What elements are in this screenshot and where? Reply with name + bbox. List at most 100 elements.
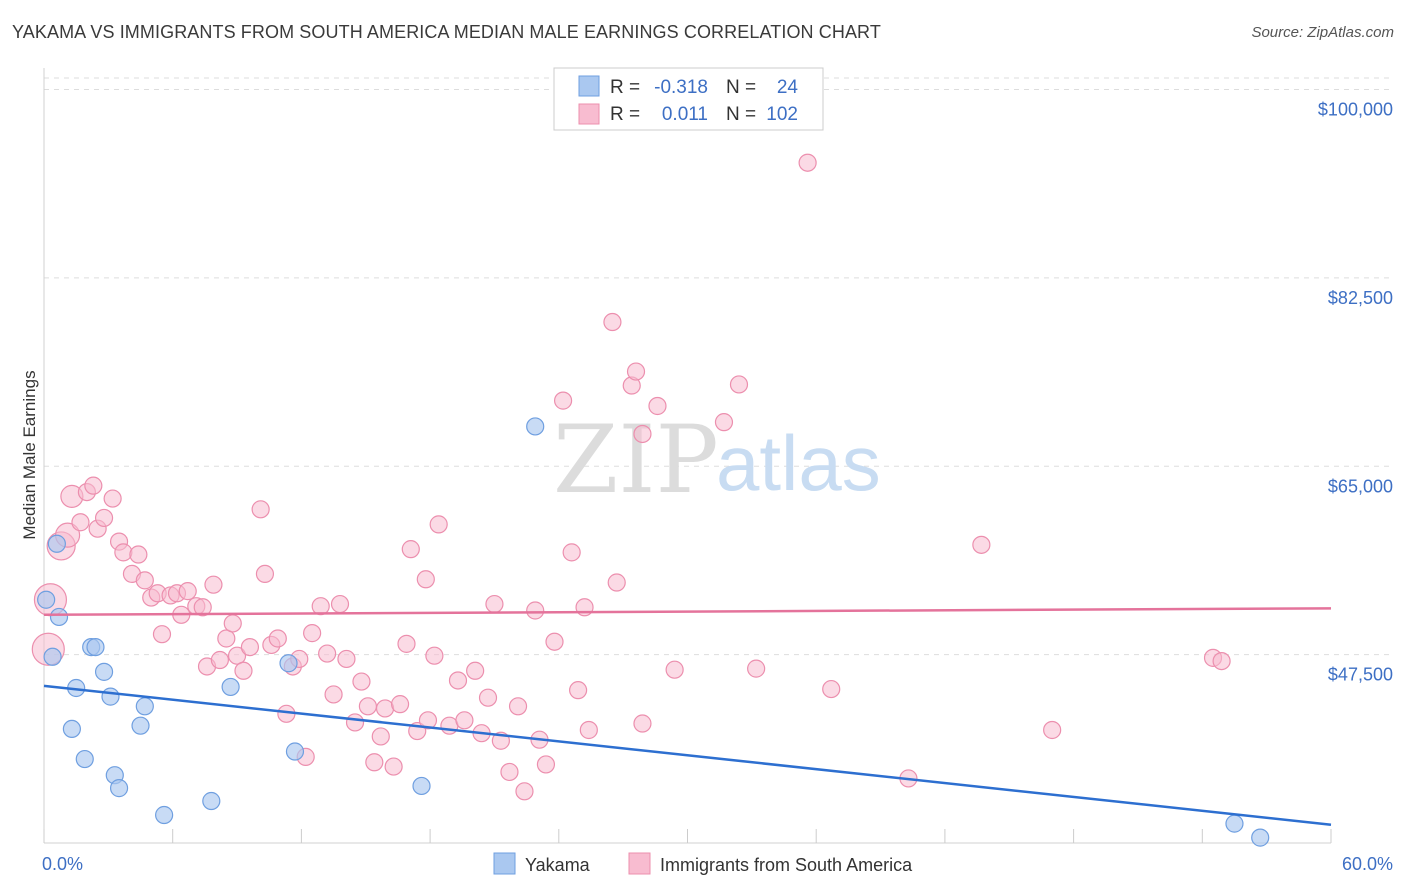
y-tick-labels: $47,500 $65,000 $82,500 $100,000 [1318,100,1393,685]
point-immigrants [337,649,356,669]
legend-swatch-yakama [578,75,600,97]
point-immigrants [429,515,448,534]
point-immigrants [1212,651,1231,671]
point-immigrants [515,782,534,801]
point-immigrants [448,671,468,690]
legend-n-label-2: N = [726,104,756,125]
point-immigrants [318,644,337,663]
y-tick-label: $65,000 [1328,476,1393,496]
point-immigrants [579,720,598,740]
legend-r-value-2: 0.011 [662,104,708,125]
point-yakama [279,654,298,673]
point-immigrants [648,396,667,416]
point-immigrants [217,629,236,648]
point-immigrants [798,153,817,172]
point-immigrants [536,755,556,774]
point-immigrants [729,375,749,394]
point-yakama [155,805,174,825]
point-immigrants [345,713,365,732]
legend-r-label-1: R = [610,77,640,98]
point-immigrants [401,540,420,559]
point-yakama [221,677,240,697]
point-yakama [1251,828,1270,847]
legend-r-label-2: R = [610,104,640,125]
bottom-legend-swatch-yakama [493,852,516,875]
point-immigrants [384,757,403,776]
point-immigrants [485,594,504,614]
point-immigrants [84,476,103,495]
point-immigrants [251,500,270,519]
point-immigrants [371,727,390,746]
point-immigrants [569,681,588,700]
point-yakama [131,716,150,735]
point-immigrants [223,614,242,633]
point-immigrants [626,362,646,381]
point-immigrants [418,711,438,730]
point-immigrants [193,598,212,617]
correlation-legend: R = -0.318 N = 24 R = 0.011 N = 102 [553,67,824,131]
point-immigrants [204,575,223,594]
chart-title: YAKAMA VS IMMIGRANTS FROM SOUTH AMERICA … [12,22,881,42]
point-immigrants [416,570,435,589]
y-tick-label: $82,500 [1328,288,1393,308]
point-immigrants [178,582,197,601]
point-immigrants [365,753,384,772]
point-yakama [75,749,94,769]
x-tick-label-min: 0.0% [42,854,83,874]
gridlines [44,77,1390,656]
point-immigrants [607,573,626,592]
point-immigrants [358,697,377,716]
point-immigrants [972,535,991,554]
legend-n-value-1: 24 [777,77,799,98]
point-immigrants [103,489,122,508]
y-axis-label: Median Male Earnings [20,370,39,539]
point-yakama [62,719,81,739]
y-tick-label: $47,500 [1328,665,1393,685]
source-credit: Source: ZipAtlas.com [1251,24,1394,41]
series-yakama-points [37,417,1270,847]
point-yakama [94,662,114,681]
point-immigrants [390,695,410,714]
point-yakama [526,417,545,436]
point-immigrants [425,646,444,665]
point-immigrants [330,594,350,614]
point-immigrants [500,762,519,782]
x-tick-label-max: 60.0% [1342,854,1393,874]
legend-r-value-1: -0.318 [654,77,708,98]
point-immigrants [352,672,371,691]
point-immigrants [526,601,545,620]
point-immigrants [240,637,260,657]
point-immigrants [129,545,148,564]
point-yakama [202,791,221,811]
point-immigrants [466,661,485,680]
y-tick-label: $100,000 [1318,100,1393,120]
trend-lines [43,607,1332,826]
point-yakama [109,779,129,798]
point-yakama [37,590,56,609]
point-immigrants [324,685,343,704]
point-immigrants [397,634,416,653]
point-immigrants [311,597,330,616]
point-immigrants [255,564,275,584]
point-immigrants [562,543,581,562]
point-yakama [86,637,105,657]
point-immigrants [71,513,90,532]
point-yakama [47,534,66,553]
watermark-atlas: atlas [716,419,881,507]
point-immigrants [545,632,564,651]
point-immigrants [747,659,766,678]
point-immigrants [114,543,133,562]
point-immigrants [234,661,253,680]
legend-n-label-1: N = [726,77,756,98]
legend-swatch-immigrants [578,103,600,125]
point-immigrants [553,391,573,410]
point-yakama [412,776,431,796]
point-immigrants [633,714,652,733]
point-immigrants [227,646,247,665]
point-immigrants [268,629,287,648]
point-immigrants [665,660,684,679]
legend-n-value-2: 102 [766,104,798,125]
point-immigrants [94,508,114,528]
point-yakama [101,687,120,706]
